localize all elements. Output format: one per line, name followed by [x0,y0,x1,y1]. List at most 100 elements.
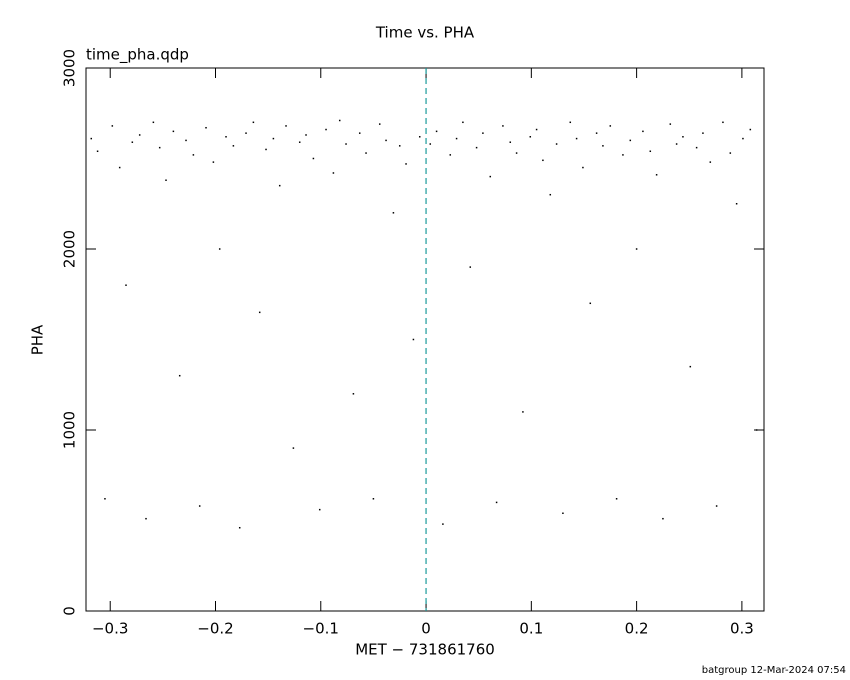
point [352,393,355,395]
point [90,137,93,140]
point [435,130,438,133]
point [172,130,175,133]
point [615,498,618,500]
point [378,123,381,125]
point [212,161,215,163]
x-tick-label: 0.1 [519,620,543,638]
point [152,121,155,124]
x-tick-label: 0.2 [625,620,649,638]
point [272,137,275,140]
point [589,302,592,305]
point [332,172,335,174]
point [365,152,367,154]
point [429,143,432,145]
point [218,248,221,250]
point [392,212,395,214]
point [405,163,407,165]
plot-frame [85,67,765,612]
point [265,148,267,151]
point [702,132,704,134]
point [535,128,538,131]
point [462,121,464,124]
point [635,248,638,250]
point [569,121,572,124]
point [749,128,752,131]
point [715,505,718,507]
point [165,179,167,181]
y-tick-label: 3000 [61,49,79,87]
point [495,501,498,504]
point [729,152,732,154]
point [298,141,301,143]
point [238,526,241,529]
y-tick-label: 2000 [61,230,79,268]
point [232,145,235,147]
point [418,136,421,138]
footer: batgroup 12-Mar-2024 07:54 [702,665,846,676]
point [595,132,598,134]
x-tick-label: −0.3 [92,620,128,638]
point [582,166,584,169]
point [398,145,401,147]
point [695,146,698,149]
point [245,132,247,134]
point [622,154,624,156]
point [509,141,512,143]
point [125,284,127,286]
point [742,137,744,140]
x-tick-label: 0.3 [730,620,754,638]
point [131,141,134,143]
point [529,136,532,138]
point [602,145,604,147]
point [345,143,347,145]
point [158,146,161,149]
point [145,517,147,520]
y-axis-label: PHA [29,324,47,355]
point [292,447,295,449]
point [555,143,558,145]
point [338,119,341,122]
point [118,166,121,169]
point [198,505,201,507]
y-tick-label: 1000 [61,411,79,449]
x-tick-label: −0.2 [197,620,233,638]
point [225,136,227,138]
point [305,134,307,136]
point [455,137,458,140]
point [372,498,375,500]
point [185,139,187,142]
point [515,152,518,154]
point [178,374,181,377]
point [655,174,658,176]
point [549,193,552,196]
point [96,150,99,153]
point [205,126,207,129]
x-tick-label: 0 [421,620,431,638]
point [662,517,664,520]
point [629,139,632,142]
point [609,125,612,127]
point [385,139,387,142]
point [475,146,478,149]
x-tick-label: −0.1 [303,620,339,638]
point [735,203,738,205]
point [669,123,672,125]
point [689,365,692,368]
point [285,125,287,127]
point [469,266,472,268]
point [642,130,644,133]
point [312,157,315,160]
point [482,132,484,134]
point [675,143,678,145]
point [278,184,281,187]
point [489,175,492,178]
point [682,136,684,138]
x-axis-label: MET − 731861760 [355,641,495,659]
point [522,411,524,413]
point [449,154,452,156]
point [111,125,114,127]
point [252,121,255,124]
point [358,132,361,134]
